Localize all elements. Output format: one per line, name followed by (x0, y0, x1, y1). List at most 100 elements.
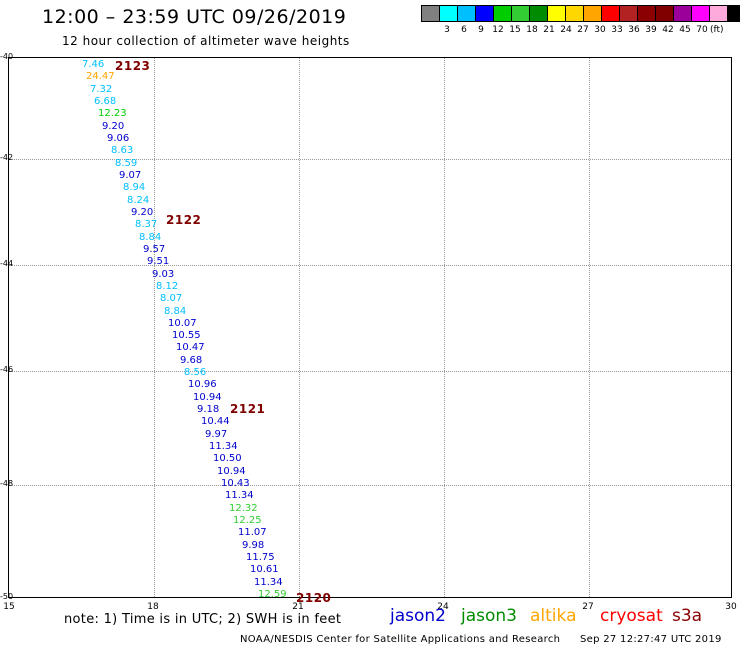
footer-note: note: 1) Time is in UTC; 2) SWH is in fe… (64, 612, 342, 627)
gridline-horizontal (9, 265, 731, 266)
legend-swatch (691, 5, 710, 22)
wave-height-label: 8.37 (135, 219, 158, 230)
wave-height-label: 11.34 (254, 577, 283, 588)
gridline-vertical (154, 58, 155, 597)
wave-height-label: 9.06 (107, 133, 130, 144)
wave-height-label: 9.07 (119, 170, 142, 181)
legend-label: 18 (526, 25, 538, 35)
wave-height-label: 10.07 (168, 318, 197, 329)
wave-height-label: 9.51 (147, 256, 170, 267)
legend-swatch (673, 5, 692, 22)
wave-height-label: 8.63 (111, 145, 134, 156)
wave-height-label: 10.43 (221, 478, 250, 489)
wave-height-label: 9.20 (102, 121, 125, 132)
legend-swatch (655, 5, 674, 22)
wave-height-label: 8.59 (115, 158, 138, 169)
legend-label: 6 (461, 25, 467, 35)
y-tick-label: -50 (0, 592, 14, 601)
x-tick-label: 27 (582, 602, 594, 612)
wave-height-label: 9.03 (152, 269, 175, 280)
wave-height-label: 8.94 (123, 182, 146, 193)
legend-swatch (727, 5, 740, 22)
legend-swatch (601, 5, 620, 22)
legend-label: 42 (662, 25, 674, 35)
legend-label: 3 (444, 25, 450, 35)
gridline-vertical (299, 58, 300, 597)
gridline-horizontal (9, 159, 731, 160)
legend-swatch (565, 5, 584, 22)
time-label-2121: 2121 (230, 402, 266, 416)
legend-swatches (421, 5, 740, 22)
legend-label: 70 (696, 25, 708, 35)
wave-height-label: 9.97 (205, 429, 228, 440)
x-tick-label: 21 (292, 602, 304, 612)
color-legend: 3 6 9 12 15 18 21 24 27 30 33 36 39 42 45 70 (ft) (421, 5, 740, 35)
wave-height-label: 8.12 (156, 281, 179, 292)
y-tick-label: -46 (0, 365, 14, 374)
wave-height-label: 7.32 (90, 84, 113, 95)
wave-height-label: 8.24 (127, 195, 150, 206)
map-title: 12:00 – 23:59 UTC 09/26/2019 (42, 6, 347, 28)
wave-height-label: 7.46 (82, 59, 105, 70)
legend-swatch (709, 5, 728, 22)
legend-label: 24 (560, 25, 572, 35)
wave-height-label: 11.07 (238, 527, 267, 538)
gridline-vertical (444, 58, 445, 597)
legend-swatch (637, 5, 656, 22)
legend-swatch (493, 5, 512, 22)
wave-height-label: 12.32 (229, 503, 258, 514)
legend-swatch (619, 5, 638, 22)
wave-height-label: 12.59 (258, 589, 287, 600)
wave-height-label: 10.94 (193, 392, 222, 403)
time-label-2123: 2123 (115, 59, 151, 73)
legend-label: 39 (645, 25, 657, 35)
wave-height-label: 8.84 (164, 306, 187, 317)
legend-swatch (529, 5, 548, 22)
wave-height-label: 24.47 (86, 71, 115, 82)
wave-height-label: 9.20 (131, 207, 154, 218)
x-tick-label: 24 (437, 602, 449, 612)
legend-swatch (547, 5, 566, 22)
y-tick-label: -40 (0, 52, 14, 61)
legend-label: 36 (628, 25, 640, 35)
x-tick-label: 30 (725, 602, 737, 612)
legend-swatch (421, 5, 440, 22)
wave-height-label: 8.07 (160, 293, 183, 304)
wave-height-label: 10.50 (213, 453, 242, 464)
gridline-vertical (589, 58, 590, 597)
map-plot-area (8, 57, 732, 598)
wave-height-label: 9.68 (180, 355, 203, 366)
wave-height-label: 10.47 (176, 342, 205, 353)
legend-unit: (ft) (710, 25, 724, 35)
footer-timestamp: Sep 27 12:27:47 UTC 2019 (580, 634, 722, 645)
satellite-jason3: jason3 (461, 606, 517, 626)
legend-swatch (475, 5, 494, 22)
legend-label: 27 (577, 25, 589, 35)
footer-credit: NOAA/NESDIS Center for Satellite Applica… (240, 634, 561, 645)
legend-label: 45 (679, 25, 691, 35)
legend-swatch (511, 5, 530, 22)
wave-height-label: 12.23 (98, 108, 127, 119)
legend-swatch (457, 5, 476, 22)
legend-label: 30 (594, 25, 606, 35)
wave-height-label: 10.94 (217, 466, 246, 477)
time-label-2122: 2122 (166, 213, 202, 227)
legend-swatch (439, 5, 458, 22)
wave-height-label: 9.18 (197, 404, 220, 415)
wave-height-label: 11.75 (246, 552, 275, 563)
wave-height-label: 11.34 (225, 490, 254, 501)
legend-label: 15 (509, 25, 521, 35)
wave-height-label: 10.55 (172, 330, 201, 341)
wave-height-label: 8.56 (184, 367, 207, 378)
legend-swatch (583, 5, 602, 22)
wave-height-label: 10.61 (250, 564, 279, 575)
x-tick-label: 15 (3, 602, 15, 612)
satellite-altika: altika (530, 606, 577, 626)
legend-label: 12 (492, 25, 504, 35)
satellite-jason2: jason2 (390, 606, 446, 626)
y-tick-label: -44 (0, 259, 14, 268)
y-tick-label: -48 (0, 479, 14, 488)
map-subtitle: 12 hour collection of altimeter wave hei… (62, 34, 350, 48)
wave-height-label: 9.98 (242, 540, 265, 551)
wave-height-label: 8.84 (139, 232, 162, 243)
